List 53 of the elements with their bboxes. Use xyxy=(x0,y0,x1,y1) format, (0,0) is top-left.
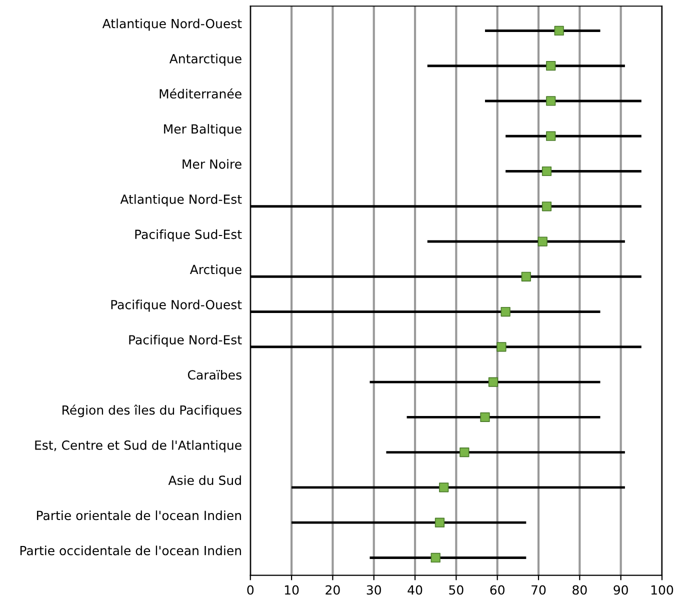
bar xyxy=(292,521,526,524)
x-tick-label: 100 xyxy=(651,585,674,595)
point xyxy=(554,26,564,36)
bar xyxy=(506,134,642,138)
bar xyxy=(370,380,600,384)
x-tick-label: 40 xyxy=(408,585,422,595)
bar xyxy=(406,416,600,418)
y-tick-label: Partie orientale de l'ocean Indien xyxy=(36,510,241,520)
y-tick-label: Atlantique Nord-Ouest xyxy=(102,18,242,31)
point xyxy=(496,342,506,352)
bar xyxy=(427,64,625,68)
point xyxy=(538,236,548,246)
y-tick-label: Asie du Sud xyxy=(168,475,241,486)
x-tick-label: 90 xyxy=(614,585,628,595)
x-tick-label: 30 xyxy=(366,585,381,595)
y-tick-label: Mer Baltique xyxy=(164,124,242,136)
y-tick-label: Méditerranée xyxy=(160,88,242,99)
point xyxy=(439,482,449,492)
x-tick-label: 50 xyxy=(449,585,464,595)
y-tick-label: Est, Centre et Sud de l'Atlantique xyxy=(35,440,242,452)
x-tick-label: 20 xyxy=(326,585,340,595)
y-tick-label: Pacifique Nord-Ouest xyxy=(111,300,242,312)
y-tick-label: Pacifique Nord-Est xyxy=(129,334,242,347)
x-tick-label: 80 xyxy=(572,585,587,595)
bar xyxy=(370,556,526,559)
y-tick-label: Pacifique Sud-Est xyxy=(135,229,242,242)
x-tick-label: 70 xyxy=(532,585,546,595)
point xyxy=(500,306,510,317)
x-tick-label: 10 xyxy=(284,585,299,595)
bar xyxy=(386,451,625,454)
y-tick-label: Arctique xyxy=(190,264,242,277)
x-tick-label: 0 xyxy=(247,585,254,595)
point xyxy=(546,96,556,106)
y-tick-label: Région des îles du Pacifiques xyxy=(62,404,242,418)
y-tick-label: Atlantique Nord-Est xyxy=(120,194,242,206)
y-tick-label: Caraïbes xyxy=(188,370,242,380)
point xyxy=(430,552,440,563)
point xyxy=(434,518,445,528)
bar xyxy=(506,170,642,172)
point xyxy=(480,412,490,422)
bar xyxy=(485,29,600,32)
point xyxy=(542,166,552,176)
point xyxy=(542,202,552,212)
y-tick-label: Antarctique xyxy=(169,54,242,66)
point xyxy=(460,448,470,458)
point xyxy=(488,377,498,387)
x-tick-label: 60 xyxy=(490,585,504,595)
y-tick-label: Partie occidentale de l'ocean Indien xyxy=(20,546,241,556)
point xyxy=(521,272,531,282)
bar xyxy=(292,486,625,489)
point xyxy=(546,131,556,141)
y-tick-label: Mer Noire xyxy=(182,159,242,169)
point xyxy=(546,61,556,71)
